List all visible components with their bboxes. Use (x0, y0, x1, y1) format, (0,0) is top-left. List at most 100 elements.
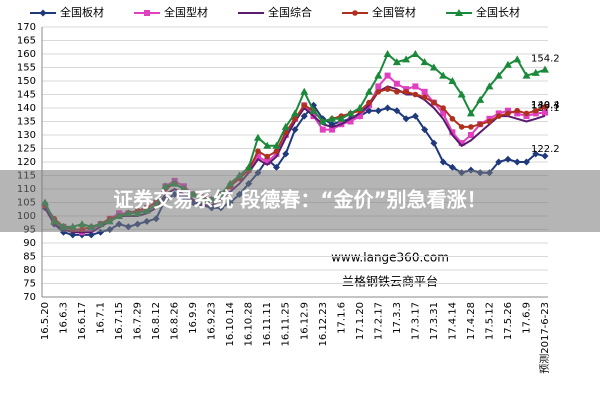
data-point (541, 65, 549, 73)
data-point (439, 71, 448, 79)
x-tick-label: 17.1.20 (355, 302, 366, 340)
data-point (255, 148, 261, 154)
x-tick-label: 16.9.9 (188, 302, 199, 334)
legend-label: 全国型材 (164, 5, 208, 19)
x-tick-label: 16.8.26 (170, 302, 181, 340)
y-tick-label: 135 (17, 117, 36, 128)
x-tick-label: 预测2017-6-23 (538, 302, 551, 374)
data-point (421, 126, 429, 134)
data-point (394, 89, 400, 95)
legend-label: 全国管材 (372, 5, 416, 19)
data-point (531, 68, 540, 76)
x-tick-label: 16.10.14 (225, 302, 236, 347)
data-point (347, 118, 354, 125)
y-tick-label: 90 (23, 238, 36, 249)
data-point (264, 153, 271, 160)
y-tick-label: 155 (17, 63, 36, 74)
data-point (282, 150, 290, 158)
data-point (412, 83, 419, 90)
legend-label: 全国综合 (268, 5, 312, 19)
x-tick-label: 16.6.3 (59, 302, 70, 334)
data-point (440, 105, 446, 111)
x-tick-label: 17.3.17 (410, 302, 421, 340)
y-tick-label: 130 (17, 130, 36, 141)
data-point (292, 116, 298, 122)
data-point (244, 163, 253, 171)
data-point (272, 163, 280, 171)
data-point (365, 107, 373, 115)
data-point (466, 109, 475, 117)
banner-text: 证券交易系统 段德春：“金价”别急看涨！ (113, 188, 486, 212)
data-point (477, 121, 483, 127)
data-point (374, 107, 382, 115)
data-point (337, 114, 346, 122)
data-point (421, 88, 428, 95)
x-tick-label: 16.11.11 (262, 302, 273, 347)
data-point (329, 126, 336, 133)
data-point (319, 126, 326, 133)
legend-marker (352, 10, 358, 16)
data-point (300, 87, 309, 95)
data-point (458, 124, 465, 130)
data-point (440, 110, 447, 117)
data-point (522, 158, 530, 166)
x-tick-label: 16.11.25 (281, 302, 292, 347)
data-point (356, 113, 363, 120)
x-tick-label: 17.3.31 (429, 302, 440, 340)
data-point (291, 126, 299, 134)
x-tick-label: 16.10.28 (244, 302, 255, 347)
data-point (300, 112, 308, 120)
watermark-name: 兰格钢铁云商平台 (342, 274, 438, 289)
data-point (383, 50, 392, 57)
data-point (421, 94, 428, 100)
y-tick-label: 75 (23, 279, 36, 290)
data-point (458, 140, 465, 147)
x-tick-label: 17.4.28 (466, 302, 477, 340)
data-point (309, 106, 318, 114)
y-tick-label: 145 (17, 90, 36, 101)
data-point (263, 141, 272, 149)
data-point (448, 77, 457, 84)
legend-label: 全国长材 (476, 5, 520, 19)
data-point (384, 86, 391, 92)
x-tick-label: 16.8.12 (151, 302, 162, 340)
y-tick-label: 170 (17, 22, 36, 33)
x-tick-label: 16.12.9 (299, 302, 310, 340)
x-tick-label: 16.5.20 (40, 302, 51, 340)
x-tick-label: 16.9.23 (207, 302, 218, 340)
legend-marker (144, 10, 150, 16)
data-point (365, 87, 374, 95)
data-point (439, 158, 447, 166)
data-point (375, 83, 382, 90)
data-point (513, 55, 522, 63)
x-tick-label: 16.7.15 (114, 302, 125, 340)
y-tick-label: 85 (23, 252, 36, 263)
data-point (346, 109, 355, 117)
y-tick-label: 150 (17, 76, 36, 87)
y-tick-label: 80 (23, 265, 36, 276)
data-point (514, 107, 521, 114)
data-point (403, 89, 409, 95)
x-tick-label: 16.6.17 (77, 302, 88, 340)
legend-marker (455, 9, 463, 16)
data-point (495, 113, 502, 119)
data-point (494, 71, 503, 79)
data-point (513, 158, 521, 166)
data-point (393, 80, 400, 87)
data-point (522, 71, 531, 79)
y-tick-label: 70 (23, 292, 36, 303)
data-point (457, 90, 466, 98)
data-point (532, 150, 540, 158)
x-tick-label: 16.7.1 (96, 302, 107, 334)
data-point (541, 152, 549, 160)
data-point (411, 112, 419, 120)
legend-label: 全国板材 (60, 5, 104, 19)
data-point (532, 107, 539, 114)
x-tick-label: 17.3.3 (392, 302, 403, 334)
data-point (430, 139, 438, 147)
end-label: 122.2 (531, 144, 560, 155)
data-point (355, 104, 364, 111)
data-point (384, 104, 392, 112)
y-tick-label: 160 (17, 49, 36, 60)
data-point (273, 148, 280, 154)
